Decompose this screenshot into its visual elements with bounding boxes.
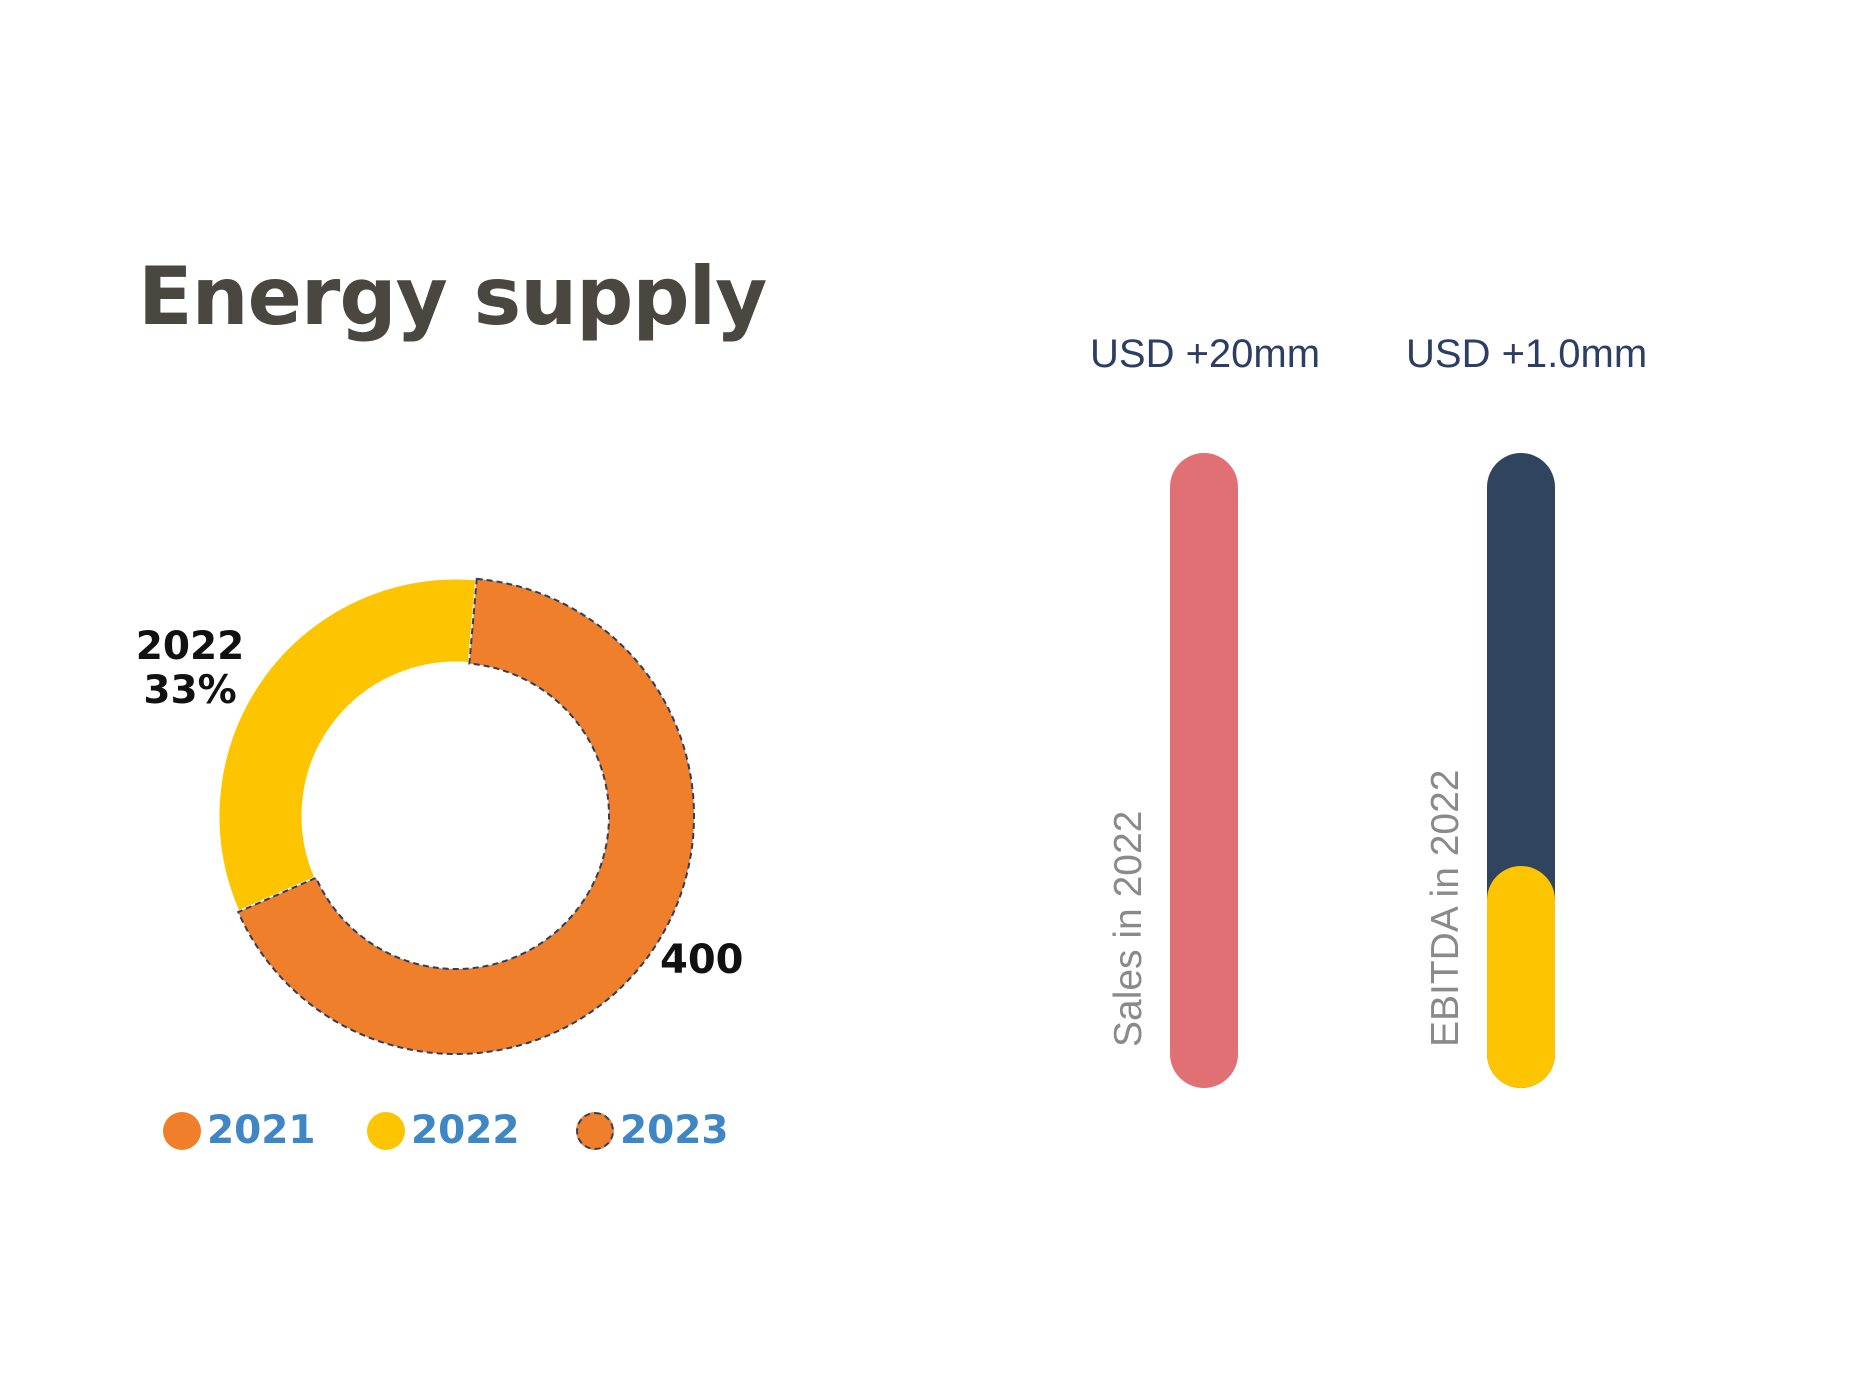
donut-slice-2022 <box>216 576 479 915</box>
slice-label-2023-value: 400 <box>660 937 744 983</box>
donut-slice-2023 <box>236 577 695 1055</box>
donut-slices <box>216 576 695 1055</box>
sales-value-label: USD +20mm <box>1090 332 1321 376</box>
legend-item-2021: 2021 <box>163 1108 316 1153</box>
legend-label-2022: 2022 <box>411 1108 520 1153</box>
legend-swatch-2022 <box>367 1111 405 1150</box>
ebitda-bar-segment-1 <box>1487 865 1555 1088</box>
slice-label-2022-year: 2022 <box>135 624 245 669</box>
sales-bar-label: Sales in 2022 <box>1107 810 1150 1047</box>
legend-swatch-2021 <box>163 1111 201 1150</box>
page-title: Energy supply <box>138 250 767 343</box>
slice-label-2022-percent: 33% <box>143 668 237 713</box>
slice-label-2022: 2022 33% <box>110 625 270 713</box>
sales-bar <box>1170 453 1238 1088</box>
legend-item-2023: 2023 <box>576 1108 729 1153</box>
ebitda-bar <box>1487 453 1555 1088</box>
legend-label-2021: 2021 <box>207 1108 316 1153</box>
legend-swatch-2023 <box>576 1111 614 1150</box>
ebitda-bar-label: EBITDA in 2022 <box>1424 769 1467 1048</box>
legend-item-2022: 2022 <box>367 1108 520 1153</box>
legend-label-2023: 2023 <box>620 1108 729 1153</box>
ebitda-value-label: USD +1.0mm <box>1406 332 1648 376</box>
